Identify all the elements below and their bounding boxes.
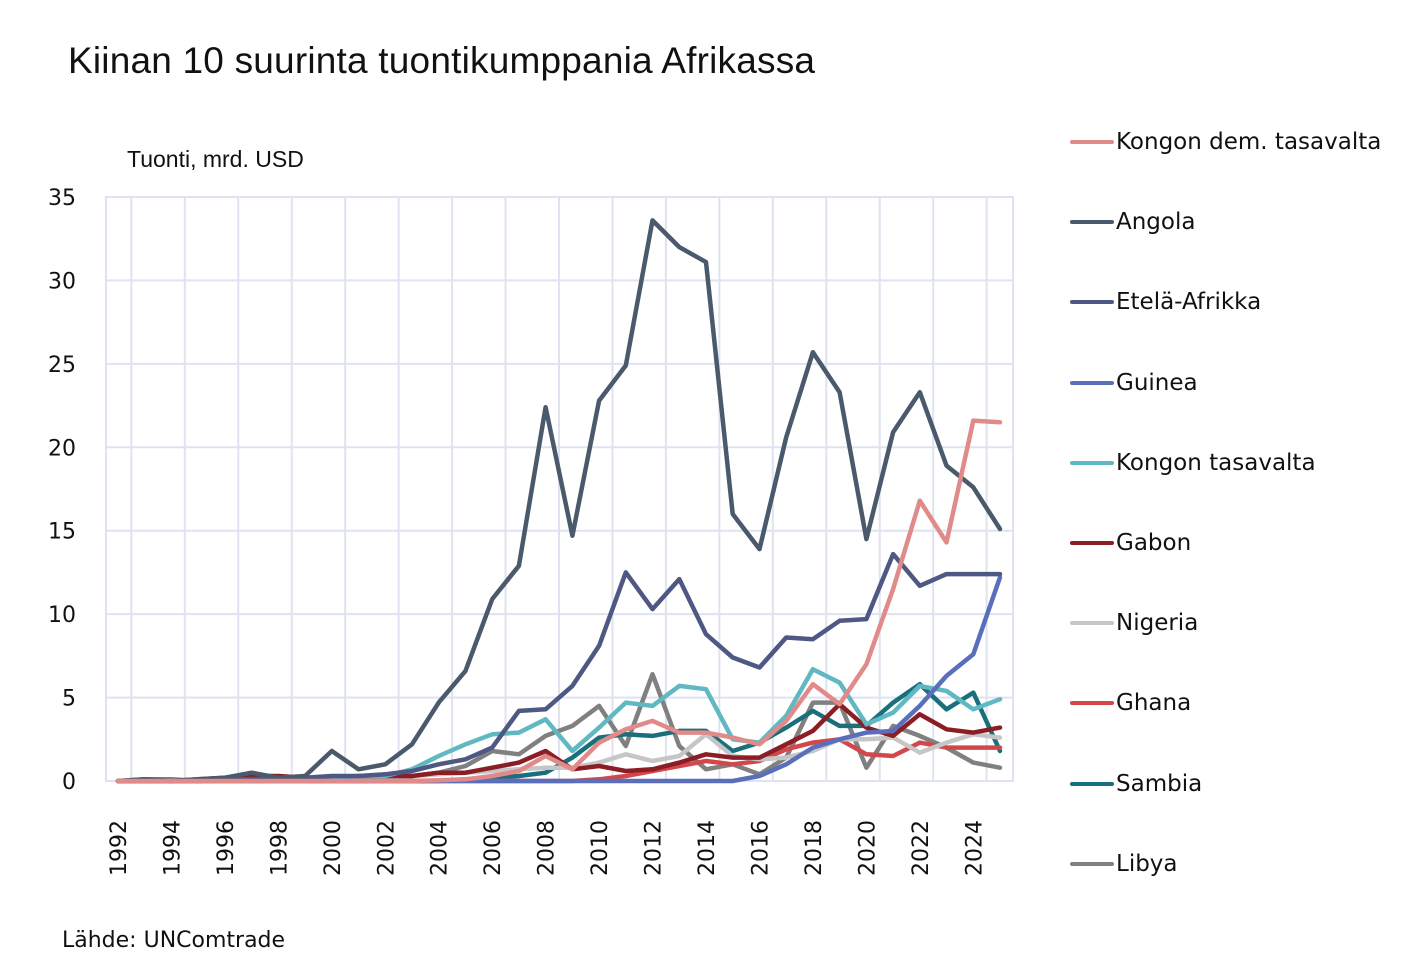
legend-label: Angola: [1116, 209, 1196, 236]
x-tick-label: 2002: [374, 820, 399, 876]
legend-label: Sambia: [1116, 770, 1203, 797]
x-tick-label: 1994: [160, 820, 185, 876]
y-tick-label: 20: [48, 436, 76, 461]
chart-title: Kiinan 10 suurinta tuontikumppania Afrik…: [68, 40, 816, 81]
y-tick-label: 30: [48, 269, 76, 294]
y-axis-ticks: 0 5 10 15 20 25 30 35: [48, 186, 76, 795]
series-line-etel-afrikka: [115, 551, 1003, 784]
legend-swatch: [1070, 621, 1114, 626]
x-tick-label: 2008: [535, 820, 560, 876]
x-tick-label: 2020: [855, 820, 880, 876]
legend-item: Guinea: [1070, 366, 1198, 400]
x-tick-label: 1996: [214, 820, 239, 876]
legend-label: Ghana: [1116, 690, 1192, 717]
x-tick-label: 2016: [748, 820, 773, 876]
x-tick-label: 1998: [267, 820, 292, 876]
x-tick-label: 2018: [802, 820, 827, 876]
legend-item: Ghana: [1070, 686, 1191, 720]
legend-label: Gabon: [1116, 530, 1192, 556]
y-axis-label: Tuonti, mrd. USD: [127, 146, 304, 172]
legend-label: Libya: [1116, 850, 1178, 877]
series-line-angola: [115, 218, 1003, 784]
x-tick-label: 2012: [642, 820, 667, 876]
legend-label: Kongon dem. tasavalta: [1116, 129, 1382, 155]
x-axis-ticks: 1992 1994 1996 1998 2000 2002 2004 2006 2008 2010…: [107, 820, 987, 876]
legend-label: Kongon tasavalta: [1116, 449, 1316, 476]
y-tick-label: 25: [48, 353, 76, 378]
y-tick-label: 15: [48, 520, 76, 545]
x-tick-label: 2022: [909, 820, 934, 876]
x-tick-label: 2024: [962, 820, 987, 876]
y-tick-label: 0: [62, 770, 76, 795]
y-tick-label: 10: [48, 603, 76, 628]
legend-item: Nigeria: [1070, 606, 1198, 640]
legend-swatch: [1070, 701, 1114, 706]
source-note: Lähde: UNComtrade: [62, 928, 286, 953]
legend-swatch: [1070, 380, 1114, 385]
x-tick-label: 1992: [107, 820, 132, 876]
legend-swatch: [1070, 861, 1114, 866]
legend-item: Etelä-Afrikka: [1070, 285, 1261, 319]
legend-item: Libya: [1070, 847, 1178, 881]
legend-swatch: [1070, 541, 1114, 545]
legend-item: Angola: [1070, 205, 1195, 239]
x-tick-label: 2010: [588, 820, 613, 876]
y-tick-label: 5: [62, 687, 76, 712]
series-lines: [115, 218, 1003, 784]
x-tick-label: 2014: [695, 820, 720, 876]
legend-swatch: [1070, 300, 1114, 305]
gridlines: [105, 196, 1014, 782]
legend-label: Etelä-Afrikka: [1116, 289, 1262, 316]
legend-item: Kongon tasavalta: [1070, 446, 1316, 480]
legend-swatch: [1070, 460, 1114, 465]
legend-label: Nigeria: [1116, 610, 1199, 637]
series-line-kongon-dem-tasavalta: [115, 418, 1003, 784]
legend-swatch: [1070, 220, 1114, 225]
legend-label: Guinea: [1116, 369, 1198, 396]
y-tick-label: 35: [48, 186, 76, 211]
legend-item: Gabon: [1070, 526, 1191, 560]
x-tick-label: 2000: [321, 820, 346, 876]
legend-swatch: [1070, 781, 1114, 786]
x-tick-label: 2004: [428, 820, 453, 876]
x-tick-label: 2006: [481, 820, 506, 876]
legend-item: Sambia: [1070, 767, 1202, 801]
legend-item: Kongon dem. tasavalta: [1070, 125, 1381, 159]
legend-swatch: [1070, 140, 1114, 144]
